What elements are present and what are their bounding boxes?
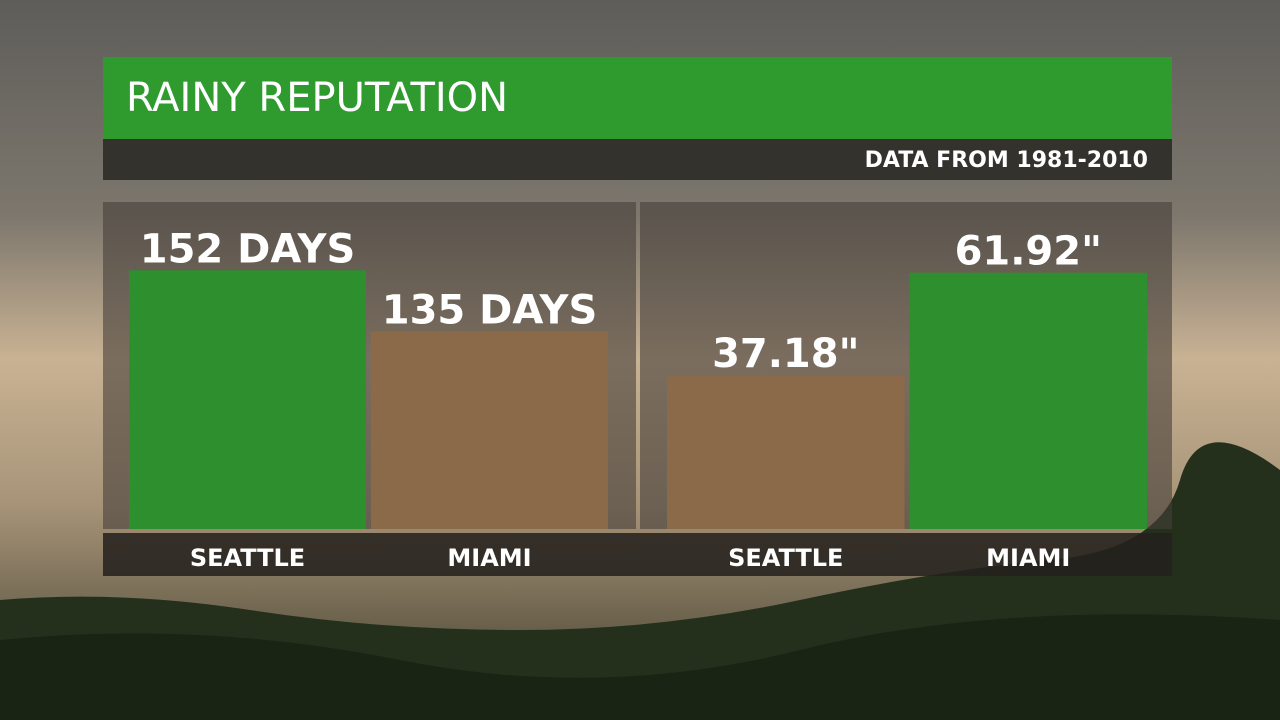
trees: [0, 614, 1280, 720]
bar: [667, 375, 905, 529]
subtitle-bar: [103, 139, 1172, 180]
bar: [129, 270, 366, 529]
category-label: SEATTLE: [728, 544, 843, 572]
value-label: 61.92": [955, 229, 1102, 275]
title-bar: [103, 57, 1172, 139]
value-label: 135 DAYS: [382, 287, 598, 333]
category-label: MIAMI: [986, 544, 1070, 572]
label-bar: [103, 533, 1172, 576]
value-label: 152 DAYS: [140, 226, 356, 272]
title: RAINY REPUTATION: [126, 75, 508, 121]
category-label: SEATTLE: [190, 544, 305, 572]
bar: [909, 272, 1147, 529]
value-label: 37.18": [712, 331, 859, 377]
bar: [371, 331, 608, 529]
category-label: MIAMI: [447, 544, 531, 572]
subtitle: DATA FROM 1981-2010: [865, 148, 1148, 173]
